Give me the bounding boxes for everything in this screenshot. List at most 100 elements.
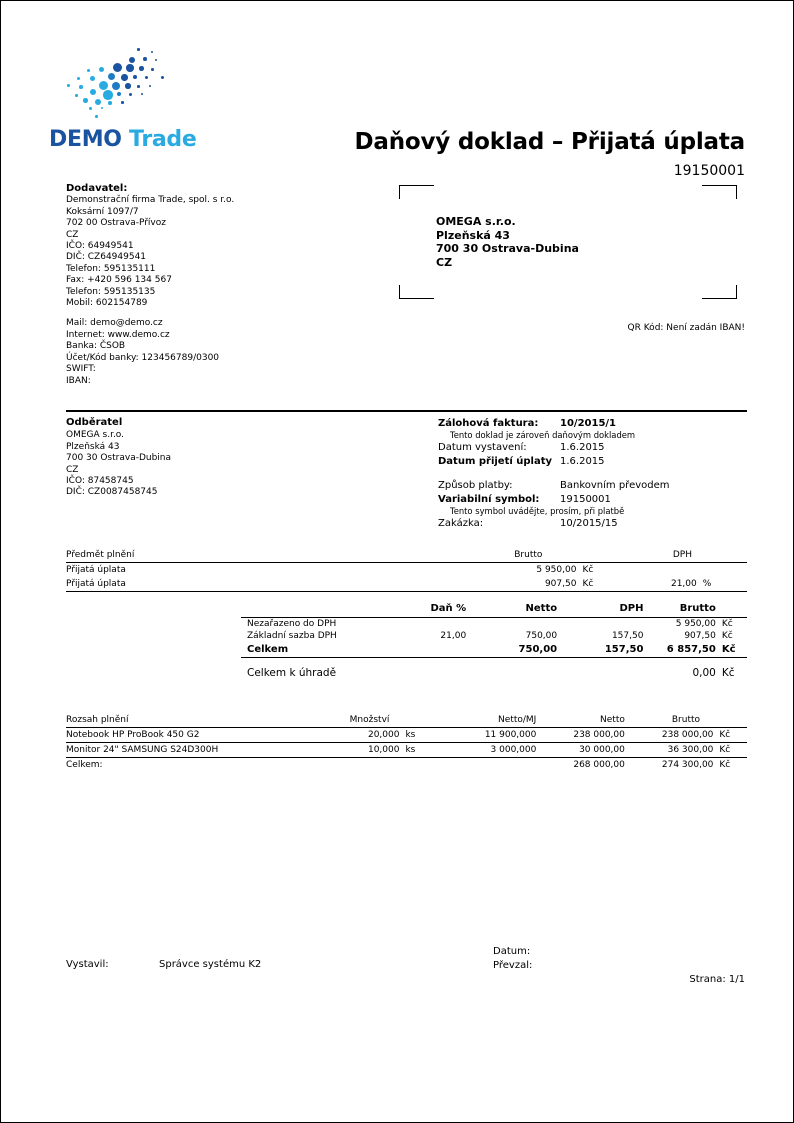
item-cell-unit-price: 11 900,000: [433, 727, 537, 743]
page-title: Daňový doklad – Přijatá úplata: [354, 129, 746, 155]
payment-method-label: Způsob platby:: [438, 480, 513, 492]
logo-dots-icon: [63, 45, 183, 123]
supplier-line: Telefon: 595135111: [66, 263, 156, 274]
customer-block: Odběratel OMEGA s.r.o. Plzeňská 43 700 30 …: [66, 417, 396, 499]
item-cell-gross: 36 300,00: [624, 742, 714, 758]
logo-dot: [151, 68, 154, 71]
logo-dot: [155, 59, 157, 61]
footer-date-label: Datum:: [493, 946, 531, 957]
subject-cell-description: Přijatá úplata: [66, 565, 126, 575]
corner-mark-bottom-right-icon: [702, 285, 737, 299]
vat-cell-vat: [557, 618, 643, 631]
vat-cell-gross: 5 950,00: [675, 619, 716, 629]
logo-wordmark: DEMO Trade: [49, 127, 197, 152]
logo-dot: [99, 67, 104, 72]
amount-due-value: 0,00: [692, 667, 716, 679]
meta-row-variable-symbol: Variabilní symbol: 19150001: [438, 493, 748, 506]
order-value: 10/2015/15: [560, 518, 618, 530]
vat-cell-name: Základní sazba DPH: [247, 631, 337, 641]
vat-cell-net: 750,00: [525, 631, 558, 641]
items-table-header-row: Rozsah plnění Množství Netto/MJ Netto Br…: [66, 715, 747, 728]
items-header-gross: Brutto: [624, 715, 747, 728]
item-cell-net: 30 000,00: [536, 742, 625, 758]
items-total-gross: 274 300,00: [624, 757, 714, 772]
vat-cell-vat: 157,50: [611, 631, 644, 641]
address-line: OMEGA s.r.o.: [436, 215, 516, 228]
table-row: Přijatá úplata 5 950,00 Kč: [66, 563, 747, 578]
meta-row-payment-method: Způsob platby: Bankovním převodem: [438, 479, 748, 492]
items-header-net: Netto: [536, 715, 625, 728]
subject-table-head: Předmět plnění Brutto DPH: [66, 549, 747, 563]
corner-mark-top-left-icon: [399, 185, 434, 199]
vat-total-gross: 6 857,50: [643, 642, 716, 658]
subject-table-header-row: Předmět plnění Brutto DPH: [66, 549, 747, 563]
amount-due-row: Celkem k úhradě 0,00 Kč: [241, 658, 747, 681]
logo-dot: [145, 76, 148, 79]
logo-dot: [161, 76, 164, 79]
item-cell-name: Monitor 24" SAMSUNG S24D300H: [66, 742, 307, 758]
logo-dot: [67, 84, 70, 87]
item-cell-net: 238 000,00: [536, 727, 625, 743]
logo-dot: [126, 64, 134, 72]
meta-row-issue-date: Datum vystavení: 1.6.2015: [438, 441, 748, 454]
items-total-quantity: [306, 757, 400, 772]
vat-cell-rate: 21,00: [440, 631, 467, 641]
vat-header-gross: Brutto: [643, 603, 716, 618]
vat-summary-header-row: Daň % Netto DPH Brutto: [241, 603, 747, 618]
logo-dot: [141, 93, 143, 95]
supplier-line: Koksární 1097/7: [66, 206, 139, 217]
supplier-line: Fax: +420 596 134 567: [66, 275, 172, 286]
item-cell-quantity: 20,000: [306, 727, 400, 743]
logo-dot: [75, 94, 78, 97]
vat-total-net: 750,00: [466, 642, 558, 658]
subject-cell-currency: Kč: [582, 565, 594, 575]
table-row: Monitor 24" SAMSUNG S24D300H 10,000 ks 3 00…: [66, 742, 747, 758]
logo-dot: [121, 74, 128, 81]
logo-text-demo: DEMO: [49, 127, 122, 152]
supplier-bank-line: Účet/Kód banky: 123456789/0300: [66, 352, 220, 363]
vat-cell-rate: [390, 618, 466, 631]
supplier-bank-line: SWIFT:: [66, 364, 96, 375]
subject-table-body: Přijatá úplata 5 950,00 Kč Přijatá úplata 90…: [66, 563, 747, 592]
logo-dot: [77, 77, 80, 80]
supplier-line: CZ: [66, 229, 79, 240]
issue-date-value: 1.6.2015: [560, 442, 605, 454]
vat-total-vat: 157,50: [557, 642, 644, 658]
qr-code-note: QR Kód: Není zadán IBAN!: [627, 323, 745, 333]
proforma-note: Tento doklad je zároveň daňovým dokladem: [450, 430, 636, 441]
supplier-block: Dodavatel: Demonstrační firma Trade, spo…: [66, 183, 386, 387]
meta-row-proforma: Zálohová faktura: 10/2015/1: [438, 417, 748, 430]
items-total-label: Celkem:: [66, 757, 307, 772]
logo-dot: [143, 57, 147, 61]
vat-cell-currency: Kč: [721, 631, 733, 641]
subject-table: Předmět plnění Brutto DPH Přijatá úplata…: [66, 549, 747, 592]
logo-dot: [95, 115, 98, 118]
vat-header-net: Netto: [466, 603, 558, 618]
logo-dot: [117, 92, 121, 96]
vat-cell-net: [466, 618, 557, 631]
supplier-line: DIČ: CZ64949541: [66, 252, 147, 263]
vat-header-vat: DPH: [557, 603, 644, 618]
vat-cell-currency: Kč: [721, 619, 733, 629]
supplier-bank-line: IBAN:: [66, 375, 91, 386]
supplier-lines: Demonstrační firma Trade, spol. s r.o. Ko…: [66, 195, 386, 309]
logo-dot: [90, 76, 95, 81]
customer-heading: Odběratel: [66, 417, 123, 428]
vat-cell-name: Nezařazeno do DPH: [247, 619, 337, 629]
customer-line: 700 30 Ostrava-Dubina: [66, 453, 172, 464]
logo-dot: [137, 48, 140, 51]
logo-dot: [133, 75, 137, 79]
subject-cell-vat-unit: %: [696, 577, 747, 592]
items-total-unit: [399, 757, 434, 772]
customer-line: IČO: 87458745: [66, 476, 134, 487]
items-total-net: 268 000,00: [536, 757, 625, 772]
amount-due-currency: Kč: [721, 667, 735, 679]
item-cell-currency: Kč: [713, 742, 747, 758]
supplier-bank-line: Mail: demo@demo.cz: [66, 318, 163, 329]
table-row: Nezařazeno do DPH 5 950,00 Kč: [241, 618, 747, 631]
amount-due-label: Celkem k úhradě: [247, 667, 337, 679]
items-header-quantity: Množství: [306, 715, 434, 728]
logo-dot: [112, 82, 120, 90]
vat-total-rate: [390, 642, 467, 658]
vat-header-name: [241, 603, 391, 618]
